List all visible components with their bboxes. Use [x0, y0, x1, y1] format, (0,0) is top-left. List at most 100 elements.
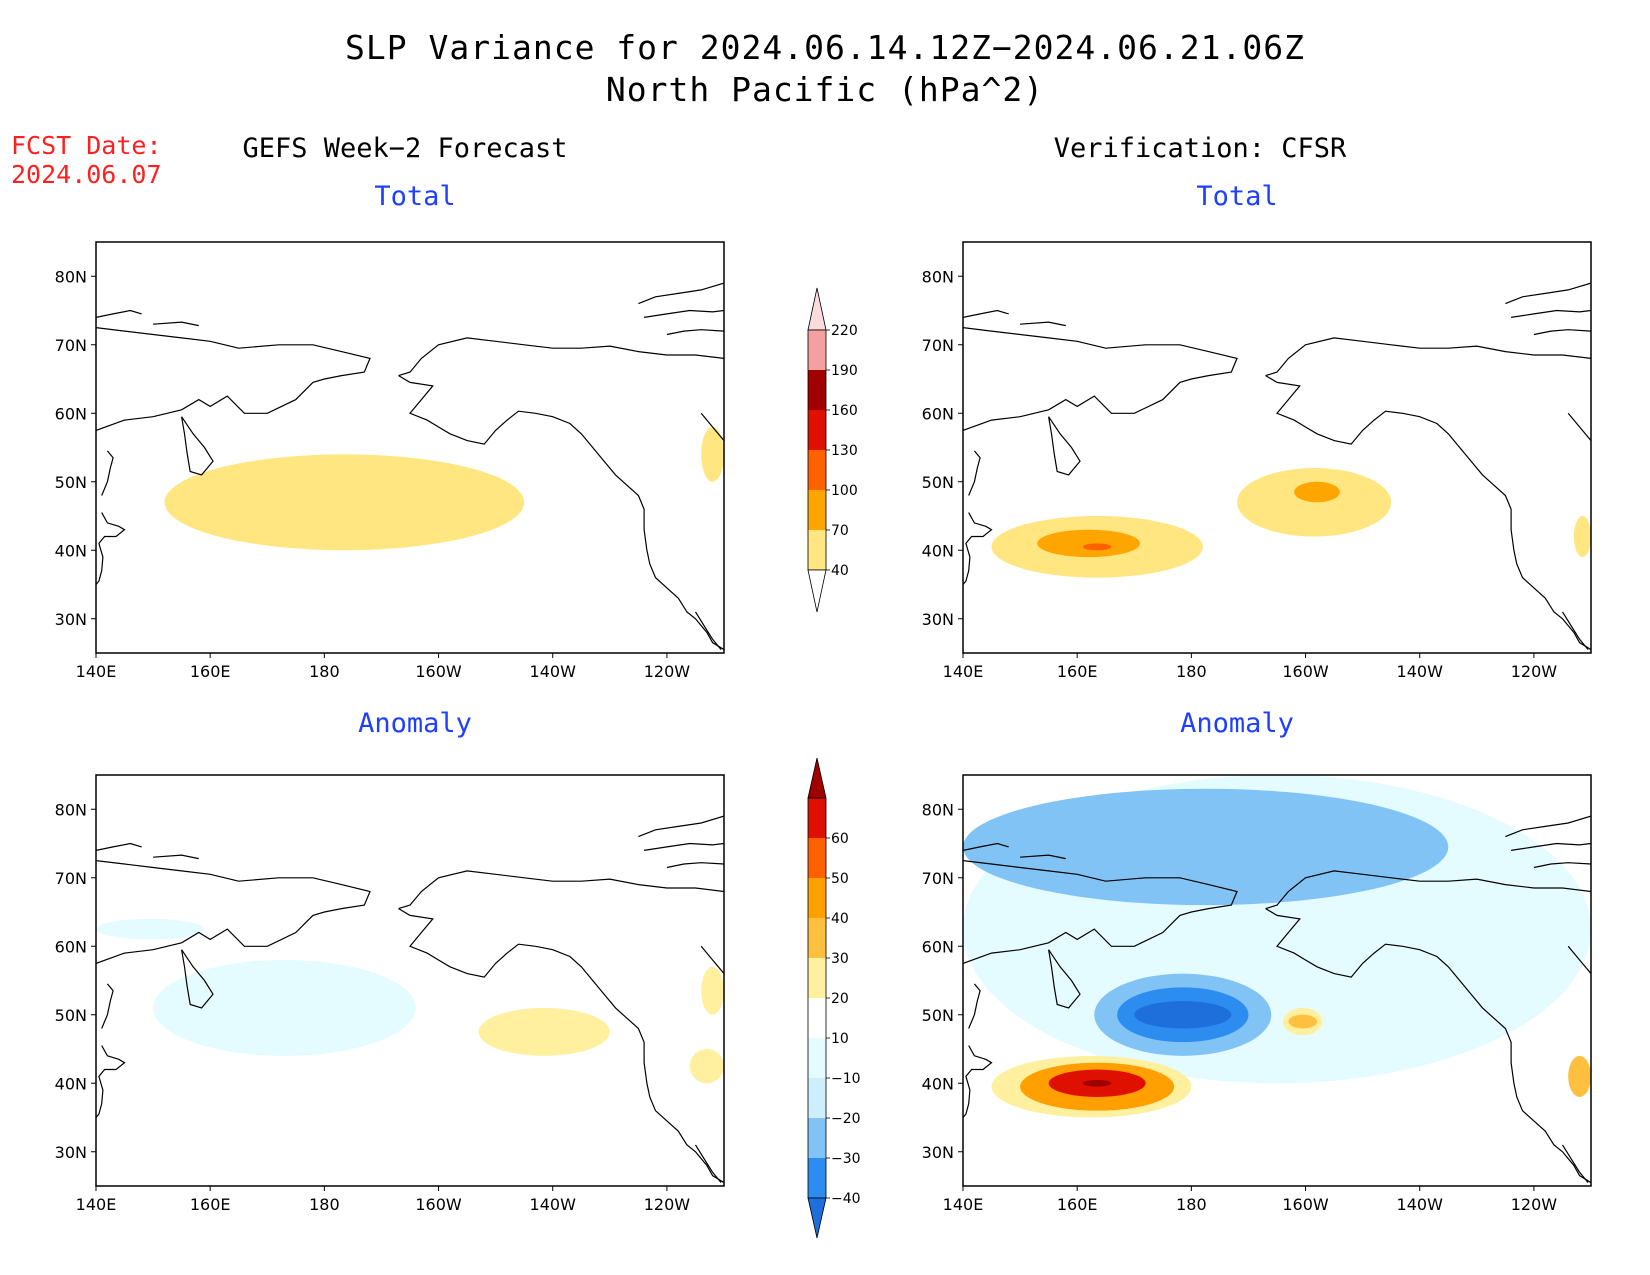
coastline — [101, 450, 114, 496]
coastline — [1533, 862, 1591, 869]
main-title: SLP Variance for 2024.06.14.12Z−2024.06.… — [345, 28, 1305, 67]
coastline — [963, 512, 993, 585]
coastline — [963, 842, 1009, 851]
colorbar-label: 30 — [831, 951, 849, 967]
lat-label: 30N — [922, 610, 954, 629]
colorbar-label: 40 — [831, 563, 849, 579]
contour-region — [1237, 468, 1392, 537]
panel-title-verification-total: Total — [1196, 181, 1278, 212]
coastline — [968, 450, 981, 496]
coastline — [1020, 321, 1066, 327]
contour-fills — [963, 775, 1591, 1118]
left-column-title: GEFS Week−2 Forecast — [242, 133, 568, 164]
panel-title-verification-anomaly: Anomaly — [1180, 708, 1294, 739]
colorbar-swatch — [808, 918, 826, 958]
colorbar-swatch — [808, 958, 826, 998]
fcst-label: FCST Date: — [11, 131, 162, 160]
coastline — [963, 327, 1238, 431]
coastline — [1511, 842, 1591, 851]
coastline — [1265, 375, 1591, 651]
coastline — [700, 412, 724, 441]
colorbar-label: 60 — [831, 831, 849, 847]
panel-title-forecast-anomaly: Anomaly — [358, 708, 472, 739]
lon-label: 160W — [415, 662, 462, 681]
right-column-title: Verification: CFSR — [1053, 133, 1347, 164]
colorbar-label: −40 — [831, 1191, 861, 1207]
lat-label: 80N — [922, 800, 954, 819]
map-frame — [962, 774, 1592, 1187]
coastline — [638, 282, 724, 305]
map-frame — [962, 241, 1592, 654]
lat-label: 70N — [55, 336, 87, 355]
panel-title-forecast-total: Total — [374, 181, 456, 212]
contour-region — [1568, 1055, 1591, 1097]
lon-label: 140E — [943, 662, 984, 681]
coastline — [644, 309, 724, 318]
coastline — [96, 512, 126, 585]
coastline — [1265, 870, 1591, 910]
coastline — [1505, 282, 1591, 305]
colorbar-label: 20 — [831, 991, 849, 1007]
coastline — [644, 842, 724, 851]
coastline — [694, 611, 722, 650]
contour-region — [153, 959, 416, 1056]
colorbar-label: 190 — [831, 363, 858, 379]
lat-label: 50N — [55, 473, 87, 492]
lat-label: 80N — [922, 267, 954, 286]
coastline — [666, 862, 724, 869]
lat-label: 80N — [55, 800, 87, 819]
colorbar-top-arrow — [807, 287, 827, 331]
colorbar-swatch — [808, 410, 826, 450]
colorbar-label: 130 — [831, 443, 858, 459]
lat-label: 60N — [922, 404, 954, 423]
lat-label: 40N — [55, 1074, 87, 1093]
main-subtitle: North Pacific (hPa^2) — [605, 70, 1045, 109]
contour-region — [164, 454, 525, 551]
colorbar-label: 160 — [831, 403, 858, 419]
coastline — [968, 983, 981, 1029]
lat-label: 60N — [55, 937, 87, 956]
coastline — [101, 983, 114, 1029]
contour-fills — [991, 468, 1591, 578]
contour-region — [1573, 516, 1591, 558]
lon-label: 160E — [1057, 1195, 1098, 1214]
contour-fills — [96, 918, 724, 1084]
lon-label: 140E — [943, 1195, 984, 1214]
colorbar-top-arrow — [807, 757, 827, 799]
coastline — [1511, 309, 1591, 318]
lat-label: 40N — [55, 541, 87, 560]
colorbar-swatch — [808, 330, 826, 370]
colorbar-anomaly: −40 −30 −20 −10 10 20 30 40 50 60 — [807, 757, 861, 1239]
coastline — [96, 1045, 126, 1118]
coastline — [963, 309, 1009, 318]
colorbar-bottom-arrow — [807, 569, 827, 613]
coastline — [1505, 815, 1591, 838]
colorbar-swatch — [808, 798, 826, 838]
lon-label: 140W — [1397, 662, 1444, 681]
contour-region — [1082, 1079, 1112, 1087]
lat-label: 70N — [55, 869, 87, 888]
lat-label: 30N — [55, 1143, 87, 1162]
coastline — [153, 321, 199, 327]
colorbar-swatch — [808, 1038, 826, 1078]
lon-label: 120W — [644, 1195, 691, 1214]
fcst-date: 2024.06.07 — [11, 160, 162, 189]
contour-region — [1294, 481, 1340, 503]
lon-label: 160E — [1057, 662, 1098, 681]
colorbar-swatch — [808, 878, 826, 918]
coastline — [1048, 416, 1081, 476]
colorbar-swatch — [808, 1118, 826, 1158]
colorbar-swatch — [808, 370, 826, 410]
colorbar-swatch — [808, 998, 826, 1038]
colorbar-swatch — [808, 530, 826, 570]
colorbar-swatch — [808, 490, 826, 530]
coastline — [963, 860, 1238, 964]
coastline — [1561, 1144, 1589, 1183]
lon-label: 140W — [530, 1195, 577, 1214]
coastline — [1567, 945, 1591, 974]
lat-label: 50N — [55, 1006, 87, 1025]
colorbar-label: 40 — [831, 911, 849, 927]
lon-label: 160W — [415, 1195, 462, 1214]
colorbar-label: −20 — [831, 1111, 861, 1127]
